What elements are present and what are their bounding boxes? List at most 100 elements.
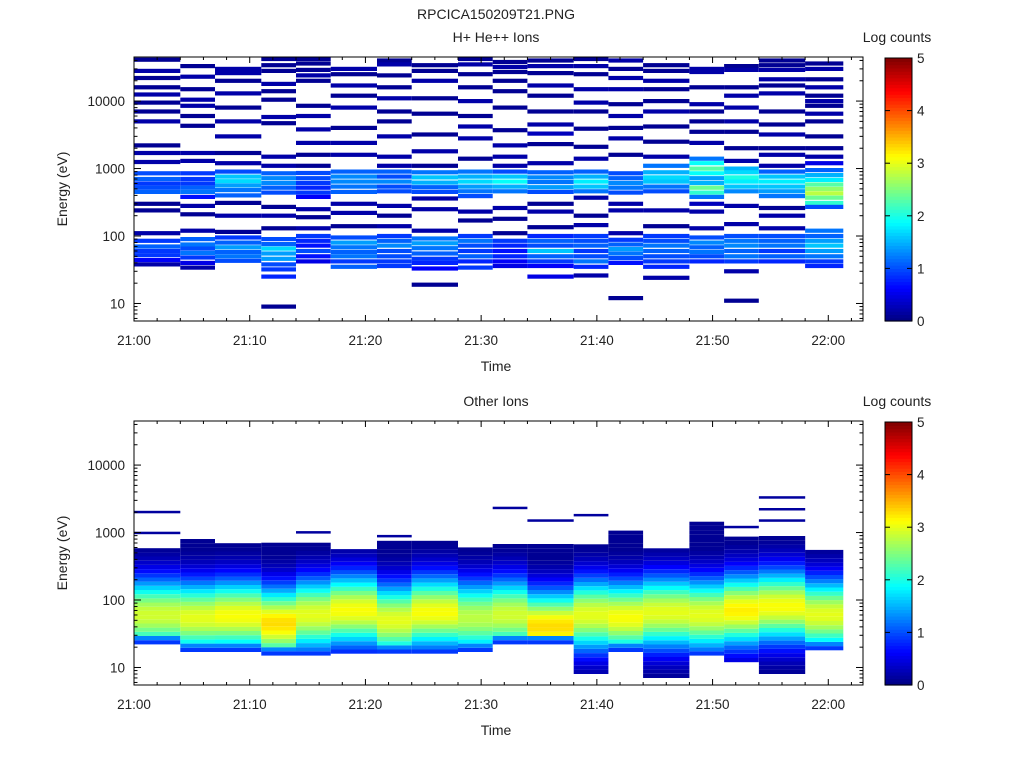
colorbar-tick-label: 4 bbox=[917, 104, 925, 119]
spectrogram-cell bbox=[724, 248, 759, 254]
spectrogram-cell bbox=[377, 637, 412, 642]
spectrogram-cell bbox=[805, 583, 844, 588]
spectrogram-cell bbox=[377, 544, 412, 550]
colorbar-segment bbox=[885, 477, 912, 482]
spectrogram-cell bbox=[689, 249, 725, 255]
spectrogram-cell bbox=[805, 186, 844, 191]
spectrogram-cell bbox=[608, 610, 644, 615]
spectrogram-cell bbox=[411, 196, 458, 201]
spectrogram-cell bbox=[411, 78, 458, 83]
spectrogram-cell bbox=[296, 233, 331, 239]
colorbar-segment bbox=[885, 238, 912, 243]
colorbar-segment bbox=[885, 127, 912, 131]
colorbar-segment bbox=[885, 556, 912, 561]
spectrogram-cell bbox=[527, 175, 574, 180]
spectrogram-cell bbox=[330, 628, 377, 633]
spectrogram-cell bbox=[261, 567, 296, 572]
colorbar-segment bbox=[885, 242, 912, 246]
spectrogram-cell bbox=[134, 552, 181, 557]
spectrogram-cell bbox=[215, 610, 262, 615]
spectrogram-cell bbox=[180, 547, 215, 552]
spectrogram-cell bbox=[689, 647, 725, 652]
spectrogram-cell bbox=[377, 224, 412, 229]
spectrogram-cell bbox=[527, 623, 574, 628]
colorbar-segment bbox=[885, 428, 912, 433]
spectrogram-cell bbox=[134, 623, 181, 628]
colorbar-segment bbox=[885, 153, 912, 158]
spectrogram-cell bbox=[689, 201, 725, 206]
spectrogram-cell bbox=[411, 553, 458, 558]
spectrogram-cell bbox=[758, 496, 806, 499]
colorbar-segment bbox=[885, 569, 912, 574]
spectrogram-cell bbox=[377, 595, 412, 600]
colorbar-segment bbox=[885, 435, 912, 440]
spectrogram-cell bbox=[608, 626, 644, 631]
spectrogram-cell bbox=[411, 620, 458, 625]
spectrogram-cell bbox=[261, 97, 296, 102]
spectrogram-cell bbox=[805, 575, 844, 580]
spectrogram-cell bbox=[458, 218, 493, 223]
spectrogram-cell bbox=[261, 588, 296, 593]
spectrogram-cell bbox=[573, 100, 609, 105]
colorbar-segment bbox=[885, 635, 912, 640]
spectrogram-cell bbox=[689, 259, 725, 264]
spectrogram-cell bbox=[296, 103, 331, 108]
spectrogram-cell bbox=[296, 634, 331, 639]
spectrogram-cell bbox=[805, 103, 844, 108]
spectrogram-cell bbox=[492, 128, 528, 133]
spectrogram-cell bbox=[527, 238, 574, 243]
spectrogram-cell bbox=[492, 640, 528, 645]
spectrogram-cell bbox=[643, 170, 690, 175]
spectrogram-cell bbox=[134, 244, 181, 249]
colorbar-segment bbox=[885, 245, 912, 250]
spectrogram-cell bbox=[330, 105, 377, 110]
spectrogram-cell bbox=[261, 213, 296, 218]
spectrogram-cell bbox=[330, 549, 377, 554]
spectrogram-cell bbox=[215, 551, 262, 556]
spectrogram-cell bbox=[134, 85, 181, 90]
spectrogram-cell bbox=[492, 143, 528, 148]
spectrogram-cell bbox=[805, 566, 844, 571]
spectrogram-cell bbox=[724, 599, 759, 604]
spectrogram-cell bbox=[296, 563, 331, 568]
spectrogram-cell bbox=[180, 568, 215, 573]
spectrogram-cell bbox=[689, 643, 725, 648]
spectrogram-cell bbox=[215, 235, 262, 240]
x-tick-label: 21:00 bbox=[117, 333, 151, 348]
spectrogram-cell bbox=[377, 238, 412, 243]
spectrogram-cell bbox=[180, 601, 215, 606]
spectrogram-cell bbox=[805, 146, 844, 151]
spectrogram-cell bbox=[458, 124, 493, 129]
spectrogram-cell bbox=[215, 543, 262, 548]
spectrogram-cell bbox=[689, 538, 725, 543]
spectrogram-cell bbox=[608, 564, 644, 569]
spectrogram-cell bbox=[643, 631, 690, 637]
spectrogram-cell bbox=[261, 274, 296, 279]
spectrogram-cell bbox=[758, 233, 806, 239]
spectrogram-cell bbox=[608, 559, 644, 565]
spectrogram-cell bbox=[458, 631, 493, 636]
spectrogram-cell bbox=[573, 577, 609, 582]
spectrogram-cell bbox=[758, 194, 806, 199]
spectrogram-cell bbox=[573, 126, 609, 131]
colorbar-segment bbox=[885, 648, 912, 653]
spectrogram-cell bbox=[180, 64, 215, 69]
spectrogram-cell bbox=[724, 222, 759, 227]
spectrogram-cell bbox=[724, 254, 759, 259]
spectrogram-cell bbox=[330, 169, 377, 174]
colorbar-segment bbox=[885, 258, 912, 263]
spectrogram-cell bbox=[458, 559, 493, 565]
spectrogram-cell bbox=[261, 56, 296, 62]
spectrogram-cell bbox=[377, 649, 412, 654]
spectrogram-cell bbox=[527, 581, 574, 586]
spectrogram-cell bbox=[527, 569, 574, 574]
spectrogram-cell bbox=[758, 623, 806, 628]
spectrogram-cell bbox=[330, 574, 377, 579]
spectrogram-cell bbox=[758, 640, 806, 645]
spectrogram-cell bbox=[411, 63, 458, 68]
spectrogram-cell bbox=[805, 182, 844, 187]
spectrogram-cell bbox=[643, 585, 690, 591]
spectrogram-cell bbox=[527, 594, 574, 599]
spectrogram-cell bbox=[758, 644, 806, 649]
spectrogram-cell bbox=[689, 618, 725, 623]
